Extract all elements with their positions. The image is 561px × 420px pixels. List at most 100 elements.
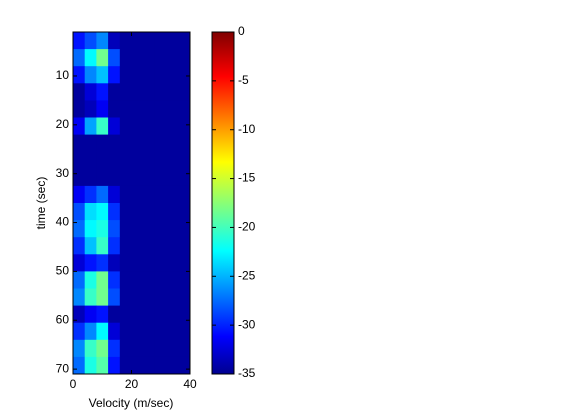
heatmap-cell xyxy=(166,237,179,255)
heatmap-cell xyxy=(166,151,179,170)
heatmap-cell xyxy=(166,117,179,135)
heatmap-cell xyxy=(96,151,109,170)
heatmap-cell xyxy=(131,305,144,324)
heatmap-cell xyxy=(73,32,86,50)
heatmap-cell xyxy=(84,237,97,255)
heatmap-cell xyxy=(154,322,167,341)
heatmap-cell xyxy=(108,271,121,289)
heatmap-cell xyxy=(73,288,86,306)
heatmap-cell xyxy=(143,49,156,67)
heatmap-cell xyxy=(131,356,144,375)
heatmap-cell xyxy=(108,220,121,238)
heatmap-cell xyxy=(96,66,109,84)
heatmap-cell xyxy=(96,117,109,135)
heatmap-cell xyxy=(73,185,86,204)
heatmap-cell xyxy=(143,271,156,289)
heatmap-cell xyxy=(131,151,144,170)
heatmap-cell xyxy=(108,254,121,272)
heatmap-cell xyxy=(84,100,97,118)
heatmap-cell xyxy=(143,288,156,306)
heatmap-cell xyxy=(84,83,97,101)
heatmap-cell xyxy=(96,100,109,118)
heatmap-cell xyxy=(178,237,191,255)
heatmap-cell xyxy=(166,83,179,101)
heatmap-cell xyxy=(108,66,121,84)
heatmap-cell xyxy=(108,185,121,204)
heatmap-cell xyxy=(108,356,121,375)
heatmap-cell xyxy=(154,203,167,221)
heatmap-cell xyxy=(178,339,191,358)
heatmap-cell xyxy=(84,32,97,50)
heatmap-cell xyxy=(96,32,109,50)
heatmap-cell xyxy=(96,134,109,153)
heatmap-cell xyxy=(73,237,86,255)
heatmap-cell xyxy=(119,151,132,170)
heatmap-cell xyxy=(84,185,97,204)
heatmap-cell xyxy=(143,168,156,187)
colorbar-tick-label: 0 xyxy=(238,24,245,38)
heatmap-cell xyxy=(166,220,179,238)
heatmap-cell xyxy=(131,66,144,84)
heatmap-cell xyxy=(84,356,97,375)
heatmap-cell xyxy=(154,237,167,255)
heatmap-cell xyxy=(73,168,86,187)
heatmap-cell xyxy=(119,322,132,341)
y-tick-label: 70 xyxy=(56,361,70,375)
heatmap-cell xyxy=(84,322,97,341)
heatmap-cell xyxy=(119,203,132,221)
heatmap-cell xyxy=(84,117,97,135)
heatmap-cell xyxy=(131,100,144,118)
heatmap-cell xyxy=(96,254,109,272)
heatmap-cell xyxy=(96,288,109,306)
heatmap-cell xyxy=(73,271,86,289)
heatmap-cell xyxy=(96,339,109,358)
heatmap-cell xyxy=(73,117,86,135)
heatmap-cell xyxy=(143,220,156,238)
y-tick-label: 30 xyxy=(56,166,70,180)
heatmap-cell xyxy=(131,220,144,238)
heatmap-cell xyxy=(166,339,179,358)
heatmap-cell xyxy=(131,168,144,187)
heatmap-cell xyxy=(143,339,156,358)
plot-area xyxy=(73,32,191,375)
heatmap-cell xyxy=(96,322,109,341)
heatmap-cell xyxy=(178,49,191,67)
x-tick-label: 40 xyxy=(183,377,197,391)
colorbar-tick-label: -15 xyxy=(238,171,256,185)
y-axis-label: time (sec) xyxy=(34,177,48,230)
heatmap-cell xyxy=(108,288,121,306)
heatmap-cell xyxy=(143,117,156,135)
heatmap-cell xyxy=(166,288,179,306)
heatmap-cell xyxy=(143,83,156,101)
heatmap-cell xyxy=(178,168,191,187)
heatmap-cell xyxy=(84,271,97,289)
heatmap-cell xyxy=(166,185,179,204)
y-tick-label: 40 xyxy=(56,215,70,229)
heatmap-cell xyxy=(178,32,191,50)
heatmap-cell xyxy=(84,134,97,153)
y-tick-label: 50 xyxy=(56,264,70,278)
heatmap-cell xyxy=(154,32,167,50)
heatmap-cell xyxy=(119,254,132,272)
heatmap-cell xyxy=(154,66,167,84)
heatmap-cell xyxy=(119,185,132,204)
heatmap-cell xyxy=(119,168,132,187)
heatmap-cell xyxy=(73,49,86,67)
heatmap-cell xyxy=(119,271,132,289)
heatmap-cell xyxy=(108,100,121,118)
heatmap-cell xyxy=(108,49,121,67)
heatmap-cell xyxy=(131,203,144,221)
y-tick-label: 10 xyxy=(56,68,70,82)
heatmap-cell xyxy=(84,49,97,67)
heatmap-cell xyxy=(131,288,144,306)
heatmap-cell xyxy=(96,271,109,289)
heatmap-cell xyxy=(108,237,121,255)
heatmap-cell xyxy=(73,339,86,358)
heatmap-cell xyxy=(96,49,109,67)
heatmap-cell xyxy=(119,49,132,67)
heatmap-cell xyxy=(178,356,191,375)
heatmap-cell xyxy=(178,117,191,135)
heatmap-cell xyxy=(108,322,121,341)
heatmap-cell xyxy=(119,134,132,153)
